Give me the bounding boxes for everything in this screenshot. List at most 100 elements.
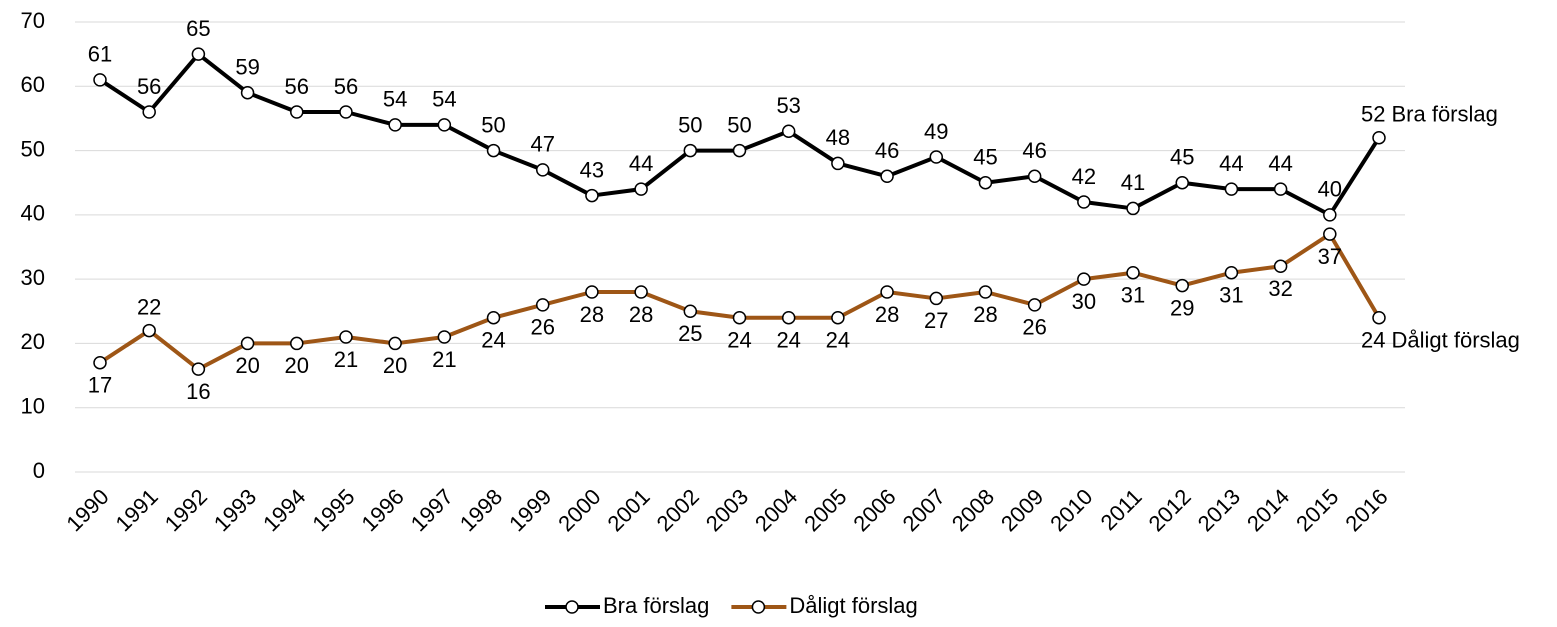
data-label: 31: [1219, 283, 1243, 308]
x-tick-label: 1992: [160, 484, 212, 536]
x-tick-label: 2015: [1291, 484, 1343, 536]
x-tick-label: 2008: [947, 484, 999, 536]
data-label: 32: [1268, 276, 1292, 301]
data-label: 29: [1170, 295, 1194, 320]
point-marker: [978, 175, 993, 190]
legend-label: Bra förslag: [603, 593, 709, 618]
point-marker: [732, 310, 747, 325]
point-marker: [978, 285, 993, 299]
point-marker: [93, 73, 107, 87]
data-label: 20: [383, 353, 407, 378]
data-label: 44: [629, 151, 653, 176]
data-label: 37: [1318, 244, 1342, 269]
y-tick-label: 0: [33, 458, 45, 483]
point-marker: [1126, 201, 1140, 216]
x-tick-label: 2010: [1045, 484, 1097, 536]
point-marker: [585, 285, 599, 299]
x-tick-label: 2002: [652, 484, 704, 536]
point-marker: [93, 355, 107, 370]
data-label: 24: [826, 328, 850, 353]
point-marker: [142, 105, 156, 119]
legend-label: Dåligt förslag: [789, 593, 917, 618]
point-marker: [1027, 169, 1042, 184]
x-tick-label: 2012: [1144, 484, 1196, 536]
y-tick-label: 50: [21, 136, 45, 161]
data-label: 54: [432, 87, 456, 112]
data-label: 24: [727, 328, 751, 353]
point-marker: [1224, 265, 1239, 280]
x-tick-label: 2007: [898, 484, 950, 536]
point-marker: [535, 298, 550, 312]
point-marker: [880, 285, 894, 299]
legend-marker: [751, 600, 766, 614]
data-label: 44: [1219, 151, 1243, 176]
point-marker: [1027, 298, 1042, 312]
point-marker: [290, 105, 304, 119]
data-label: 43: [580, 157, 604, 182]
point-marker: [683, 304, 698, 319]
x-tick-label: 1991: [111, 484, 163, 536]
data-label: 52: [1361, 102, 1385, 127]
point-marker: [191, 362, 206, 376]
y-tick-label: 60: [21, 72, 45, 97]
point-marker: [1273, 182, 1288, 196]
point-marker: [240, 336, 255, 351]
x-tick-label: 2009: [996, 484, 1048, 536]
point-marker: [929, 291, 944, 306]
point-marker: [1323, 208, 1337, 222]
point-marker: [388, 118, 402, 132]
x-tick-label: 2004: [750, 484, 802, 536]
data-label: 50: [727, 112, 751, 137]
data-label: 44: [1268, 151, 1292, 176]
point-marker: [1077, 195, 1091, 209]
data-label: 41: [1121, 170, 1145, 195]
y-tick-label: 20: [21, 329, 45, 354]
x-tick-label: 1999: [504, 484, 556, 536]
point-marker: [339, 105, 353, 119]
y-tick-label: 10: [21, 394, 45, 419]
point-marker: [1126, 265, 1140, 280]
x-tick-label: 2016: [1340, 484, 1392, 536]
data-label: 28: [580, 302, 604, 327]
data-label: 24: [1361, 328, 1385, 353]
data-label: 40: [1318, 177, 1342, 202]
data-label: 46: [875, 138, 899, 163]
x-tick-label: 2011: [1096, 484, 1147, 535]
data-label: 59: [235, 55, 259, 80]
x-tick-label: 1995: [307, 484, 359, 536]
x-tick-label: 2005: [799, 484, 851, 536]
point-marker: [1372, 130, 1386, 145]
data-label: 28: [973, 302, 997, 327]
x-tick-label: 2014: [1242, 484, 1294, 536]
data-label: 50: [481, 112, 505, 137]
point-marker: [634, 285, 648, 299]
point-marker: [388, 336, 402, 351]
data-label: 49: [924, 119, 948, 144]
data-label: 20: [285, 353, 309, 378]
series-end-label: Bra förslag: [1391, 102, 1497, 127]
x-tick-label: 2001: [602, 484, 654, 536]
data-label: 54: [383, 87, 407, 112]
x-tick-label: 2013: [1193, 484, 1245, 536]
point-marker: [1175, 175, 1189, 190]
legend-marker: [565, 600, 579, 614]
data-label: 25: [678, 321, 702, 346]
point-marker: [781, 310, 796, 325]
series-end-label: Dåligt förslag: [1391, 328, 1519, 353]
point-marker: [585, 188, 599, 203]
data-label: 24: [776, 328, 800, 353]
point-marker: [339, 330, 353, 344]
point-marker: [191, 47, 206, 61]
data-label: 65: [186, 16, 210, 41]
data-label: 47: [530, 132, 554, 157]
data-label: 56: [334, 74, 358, 99]
data-label: 53: [776, 93, 800, 118]
data-label: 46: [1022, 138, 1046, 163]
point-marker: [290, 336, 304, 351]
point-marker: [1372, 310, 1386, 325]
data-label: 30: [1072, 289, 1096, 314]
data-label: 26: [530, 315, 554, 340]
point-marker: [880, 169, 894, 184]
x-tick-label: 2003: [701, 484, 753, 536]
